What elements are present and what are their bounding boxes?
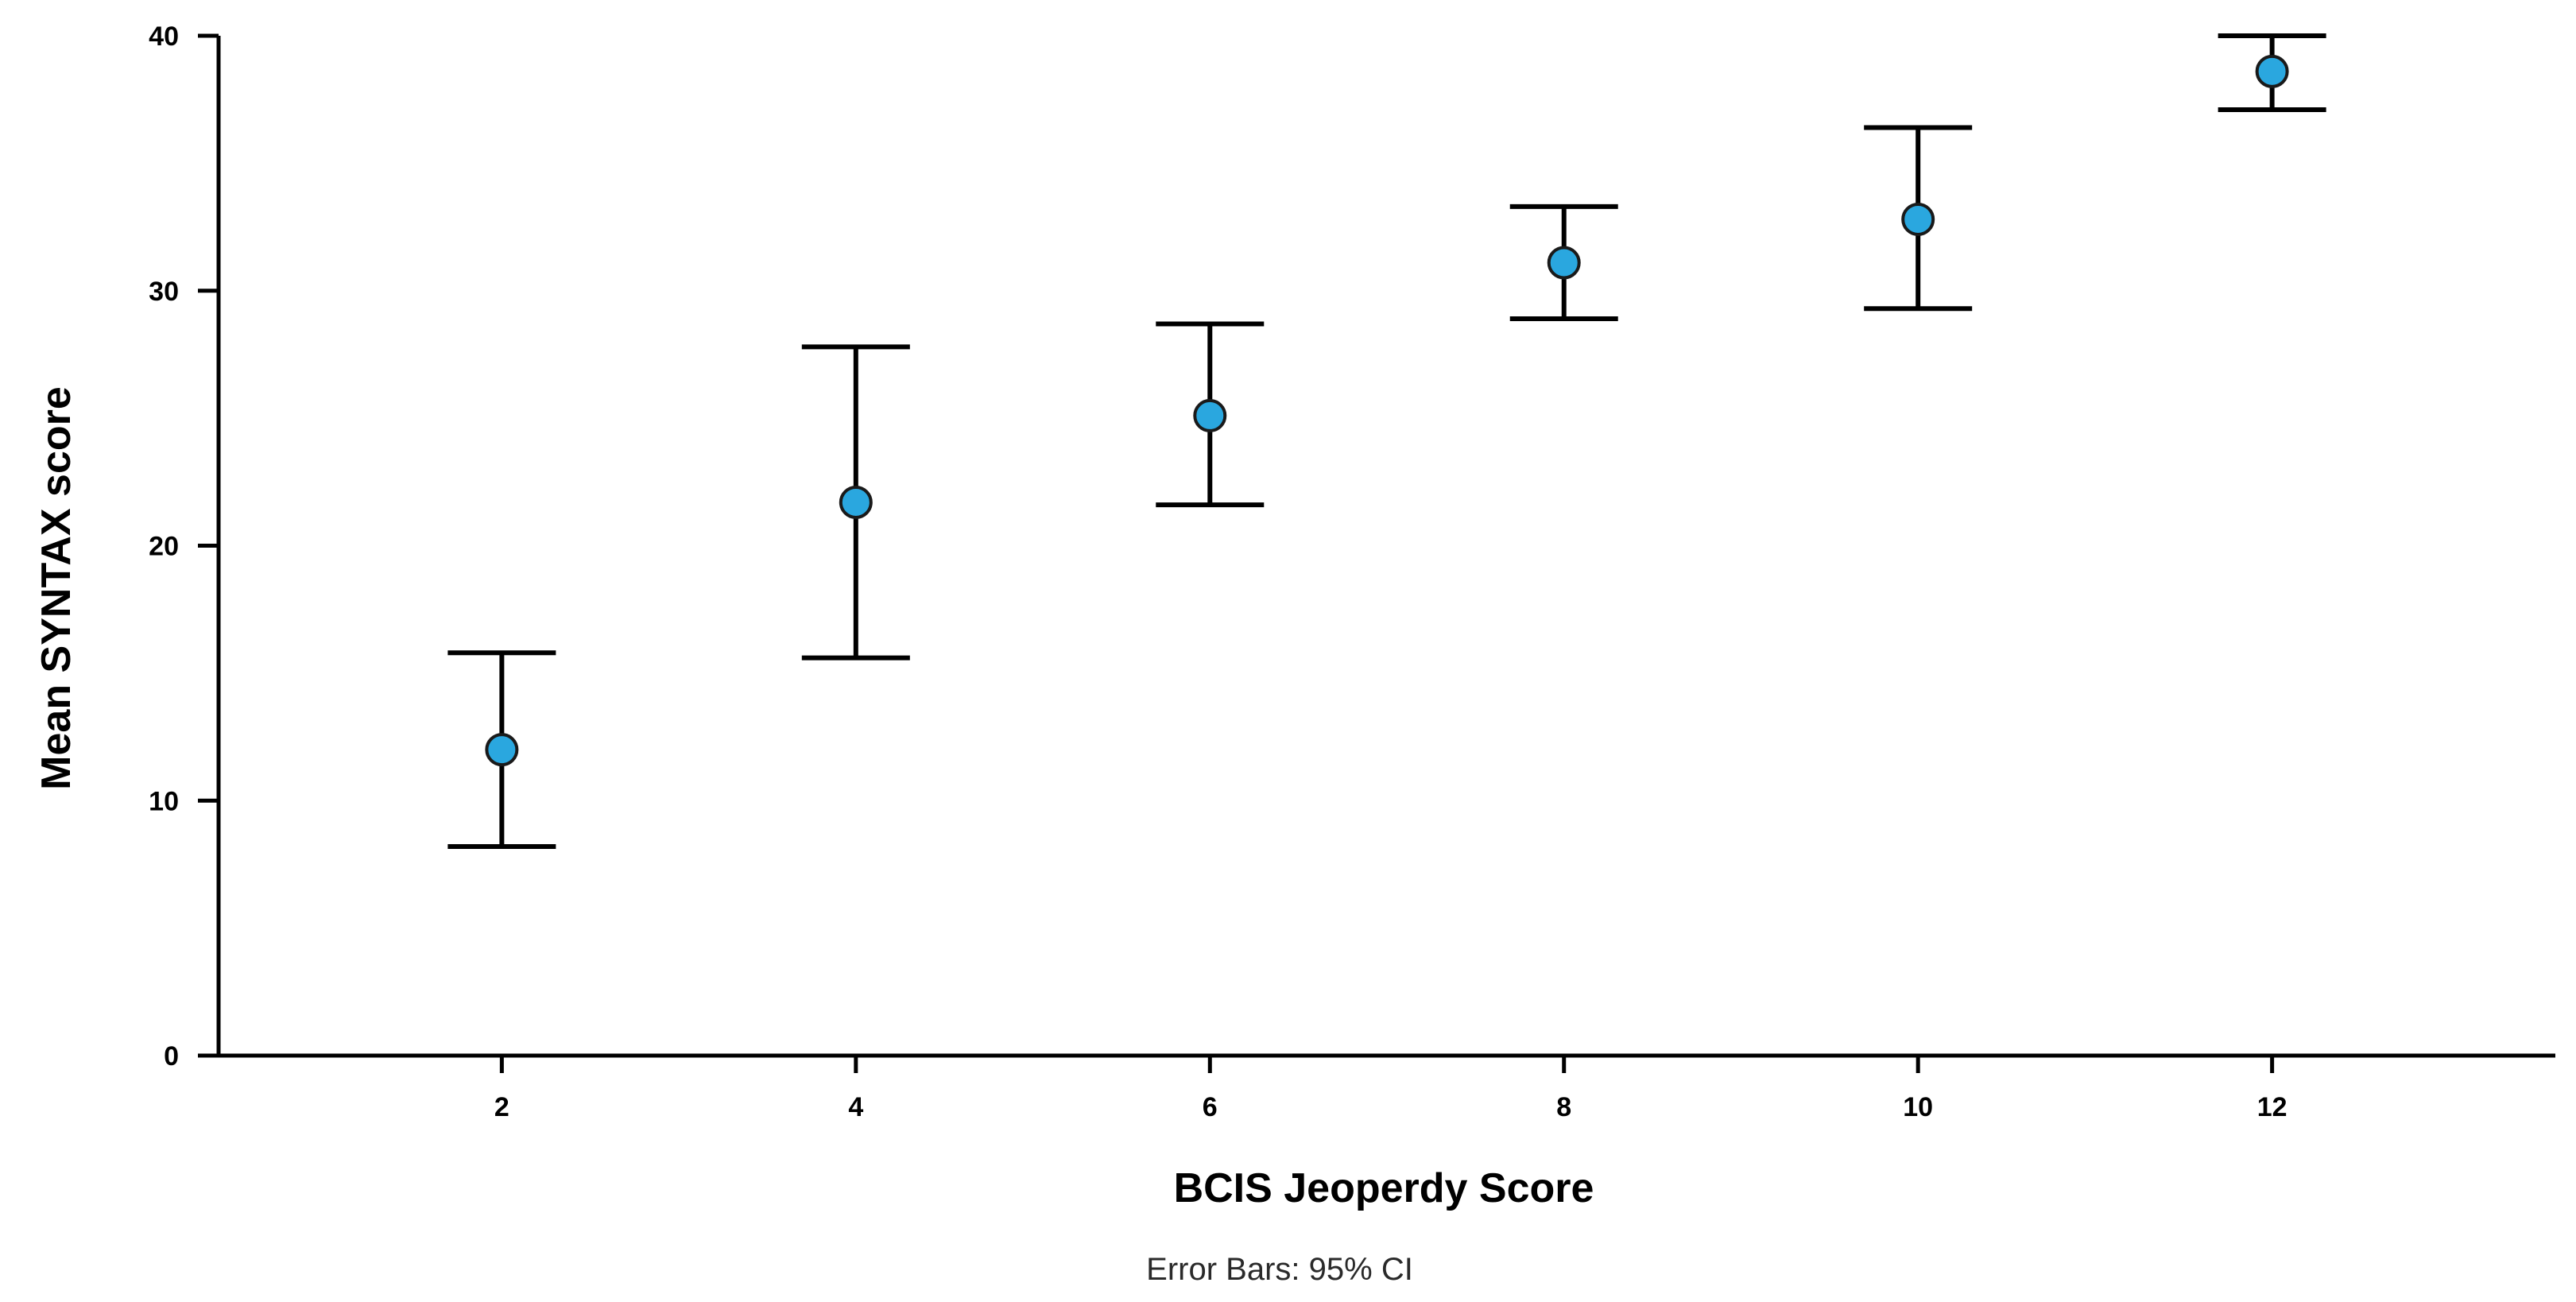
mean-points: [485, 54, 2289, 767]
mean-point-12: [2255, 54, 2289, 88]
y-tick-label-40: 40: [149, 21, 179, 52]
y-axis-title: Mean SYNTAX score: [33, 386, 79, 790]
y-axis-ticks: 0 10 20 30 40: [149, 21, 219, 1071]
x-tick-label-10: 10: [1903, 1092, 1933, 1122]
y-tick-label-10: 10: [149, 786, 179, 816]
mean-point-4: [839, 485, 873, 519]
axes: [216, 36, 2555, 1058]
x-tick-label-6: 6: [1203, 1092, 1218, 1122]
mean-point-6: [1193, 398, 1227, 432]
mean-point-10: [1901, 202, 1935, 236]
y-tick-label-30: 30: [149, 277, 179, 307]
x-tick-label-12: 12: [2257, 1092, 2287, 1122]
y-tick-label-20: 20: [149, 532, 179, 562]
error-bars: [447, 33, 2326, 849]
mean-point-2: [485, 733, 519, 767]
y-tick-label-0: 0: [164, 1041, 179, 1071]
x-axis-ticks: 2 4 6 8 10 12: [494, 1056, 2287, 1122]
error-bars-note: Error Bars: 95% CI: [1146, 1252, 1413, 1287]
x-tick-label-4: 4: [848, 1092, 863, 1122]
x-tick-label-8: 8: [1556, 1092, 1571, 1122]
mean-point-8: [1547, 246, 1581, 280]
x-tick-label-2: 2: [494, 1092, 509, 1122]
x-axis-title: BCIS Jeoperdy Score: [1174, 1165, 1594, 1211]
